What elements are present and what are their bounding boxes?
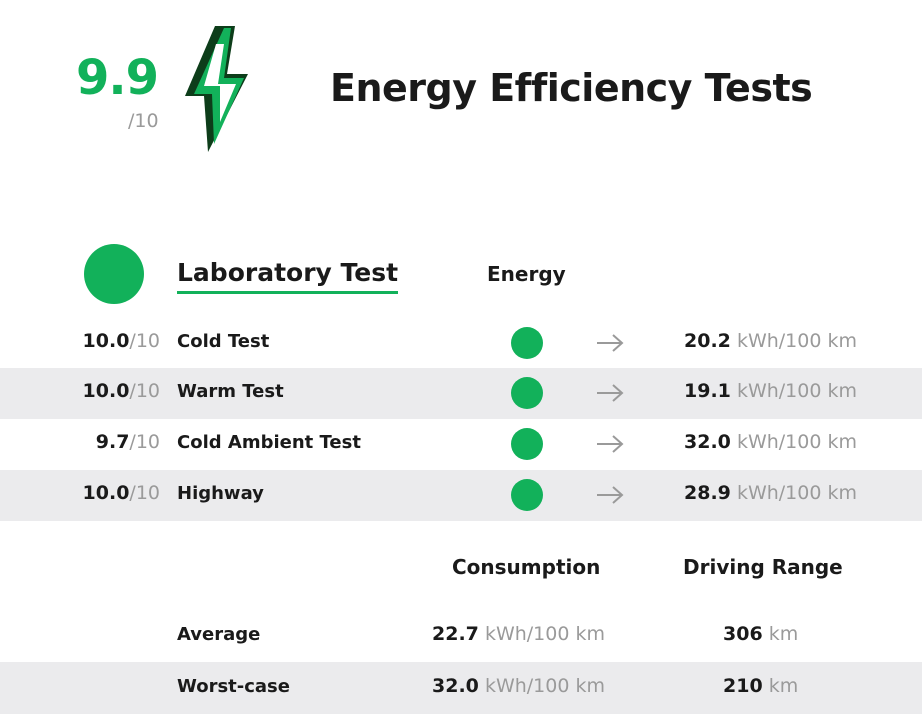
lightning-bolt-icon bbox=[185, 26, 248, 152]
energy-status-dot bbox=[511, 377, 543, 409]
consumption-column-header: Consumption bbox=[452, 555, 601, 579]
page-title: Energy Efficiency Tests bbox=[330, 66, 813, 110]
overall-score: 9.9 bbox=[76, 50, 159, 106]
test-score: 10.0/10 bbox=[82, 482, 160, 504]
test-name: Warm Test bbox=[177, 381, 284, 402]
test-consumption: 20.2 kWh/100 km bbox=[684, 330, 857, 352]
arrow-right-icon bbox=[597, 486, 624, 504]
test-consumption: 32.0 kWh/100 km bbox=[684, 431, 857, 453]
summary-row: Worst-case 32.0 kWh/100 km 210 km bbox=[0, 662, 922, 714]
test-row: 10.0/10 Cold Test 20.2 kWh/100 km bbox=[0, 318, 922, 369]
test-row: 10.0/10 Highway 28.9 kWh/100 km bbox=[0, 470, 922, 521]
overall-score-denominator: /10 bbox=[128, 110, 159, 132]
arrow-right-icon bbox=[597, 435, 624, 453]
test-score: 10.0/10 bbox=[82, 380, 160, 402]
test-name: Highway bbox=[177, 483, 264, 504]
test-name: Cold Ambient Test bbox=[177, 432, 361, 453]
driving-range-column-header: Driving Range bbox=[683, 555, 843, 579]
summary-consumption: 22.7 kWh/100 km bbox=[432, 623, 605, 645]
summary-label: Worst-case bbox=[177, 676, 290, 697]
section-title: Laboratory Test bbox=[177, 258, 399, 294]
summary-consumption: 32.0 kWh/100 km bbox=[432, 675, 605, 697]
energy-column-header: Energy bbox=[487, 262, 566, 286]
test-score: 10.0/10 bbox=[82, 330, 160, 352]
test-row: 10.0/10 Warm Test 19.1 kWh/100 km bbox=[0, 368, 922, 419]
test-consumption: 19.1 kWh/100 km bbox=[684, 380, 857, 402]
summary-driving-range: 306 km bbox=[723, 623, 799, 645]
test-consumption: 28.9 kWh/100 km bbox=[684, 482, 857, 504]
summary-driving-range: 210 km bbox=[723, 675, 799, 697]
energy-status-dot bbox=[511, 479, 543, 511]
test-score: 9.7/10 bbox=[95, 431, 160, 453]
energy-status-dot bbox=[511, 428, 543, 460]
summary-label: Average bbox=[177, 624, 261, 645]
test-name: Cold Test bbox=[177, 331, 270, 352]
arrow-right-icon bbox=[597, 384, 624, 402]
summary-row: Average 22.7 kWh/100 km 306 km bbox=[0, 610, 922, 662]
test-row: 9.7/10 Cold Ambient Test 32.0 kWh/100 km bbox=[0, 419, 922, 470]
arrow-right-icon bbox=[597, 334, 624, 352]
section-indicator-dot bbox=[84, 244, 144, 304]
energy-status-dot bbox=[511, 327, 543, 359]
